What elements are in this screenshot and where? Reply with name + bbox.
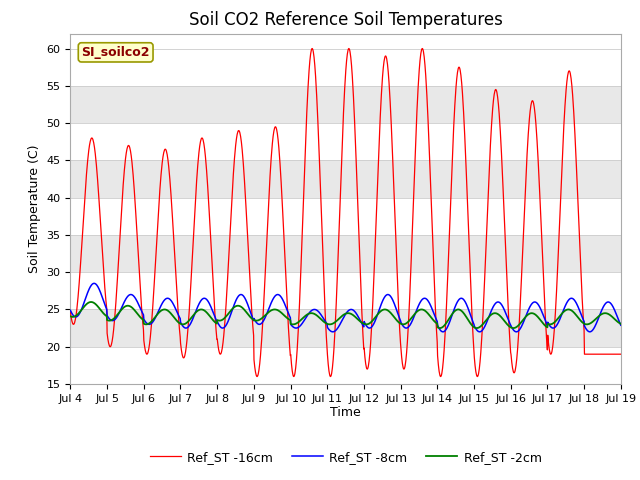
Bar	[70, 86, 621, 123]
Legend: Ref_ST -16cm, Ref_ST -8cm, Ref_ST -2cm: Ref_ST -16cm, Ref_ST -8cm, Ref_ST -2cm	[145, 446, 547, 469]
Ref_ST -16cm	[67, 309, 74, 315]
Ref_ST -8cm	[189, 315, 197, 321]
Line: Ref_ST -16cm: Ref_ST -16cm	[70, 48, 621, 376]
Y-axis label: Soil Temperature (C): Soil Temperature (C)	[28, 144, 41, 273]
Ref_ST -8cm	[432, 315, 440, 321]
Ref_ST -2cm	[431, 319, 439, 325]
Bar	[70, 235, 621, 272]
Ref_ST -2cm	[552, 318, 560, 324]
Ref_ST -16cm	[504, 294, 511, 300]
Ref_ST -16cm	[617, 351, 625, 357]
Ref_ST -8cm	[67, 308, 74, 313]
Ref_ST -2cm	[189, 312, 197, 318]
Ref_ST -8cm	[504, 315, 511, 321]
X-axis label: Time: Time	[330, 407, 361, 420]
Ref_ST -2cm	[504, 322, 511, 328]
Ref_ST -16cm	[552, 296, 560, 301]
Line: Ref_ST -8cm: Ref_ST -8cm	[70, 283, 621, 332]
Ref_ST -2cm	[251, 318, 259, 324]
Ref_ST -2cm	[87, 299, 95, 305]
Text: SI_soilco2: SI_soilco2	[81, 46, 150, 59]
Line: Ref_ST -2cm: Ref_ST -2cm	[70, 302, 621, 328]
Ref_ST -2cm	[617, 321, 625, 327]
Ref_ST -8cm	[251, 317, 259, 323]
Ref_ST -16cm	[253, 373, 261, 379]
Ref_ST -8cm	[176, 315, 184, 321]
Ref_ST -2cm	[436, 325, 444, 331]
Ref_ST -16cm	[175, 326, 183, 332]
Ref_ST -8cm	[90, 280, 98, 286]
Ref_ST -2cm	[67, 313, 74, 319]
Ref_ST -16cm	[308, 46, 316, 51]
Ref_ST -8cm	[552, 323, 560, 329]
Ref_ST -16cm	[432, 312, 440, 317]
Bar	[70, 160, 621, 198]
Ref_ST -2cm	[176, 321, 184, 326]
Bar	[70, 310, 621, 347]
Ref_ST -16cm	[250, 361, 258, 367]
Title: Soil CO2 Reference Soil Temperatures: Soil CO2 Reference Soil Temperatures	[189, 11, 502, 29]
Ref_ST -8cm	[329, 329, 337, 335]
Ref_ST -8cm	[617, 322, 625, 328]
Ref_ST -16cm	[189, 245, 196, 251]
